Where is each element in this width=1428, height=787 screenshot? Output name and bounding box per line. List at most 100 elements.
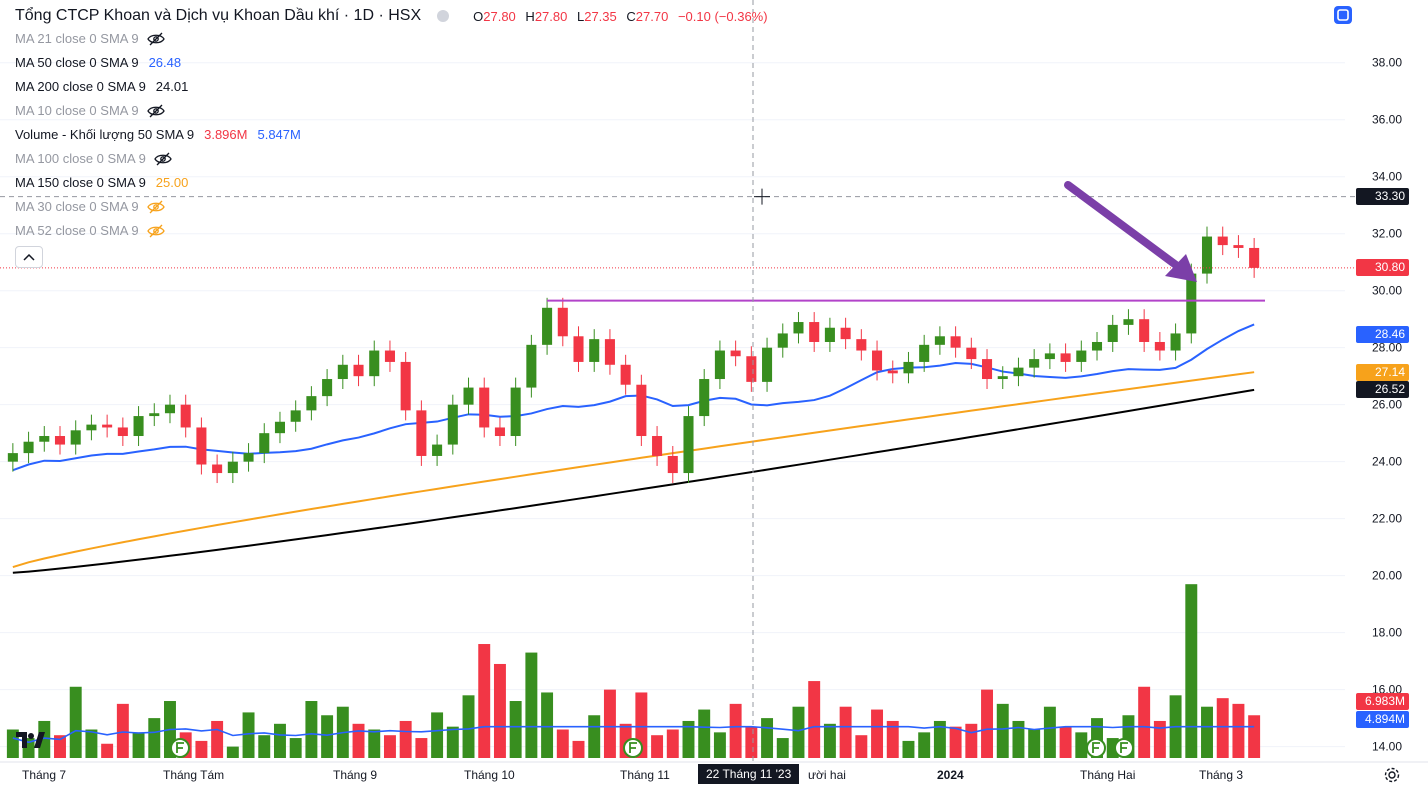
volume-bar	[1106, 738, 1119, 758]
candle-body	[1029, 359, 1040, 368]
volume-bar	[69, 686, 82, 758]
volume-bar	[289, 738, 302, 758]
volume-bar	[1248, 715, 1261, 758]
candle-body	[54, 436, 66, 445]
volume-bar	[431, 712, 444, 758]
eye-off-icon[interactable]	[146, 32, 165, 46]
indicator-row[interactable]: MA 50 close 0 SMA 9 26.48	[15, 51, 768, 75]
indicator-row[interactable]: MA 30 close 0 SMA 9	[15, 195, 768, 219]
eye-off-icon[interactable]	[154, 152, 172, 166]
tradingview-logo-icon[interactable]	[14, 728, 46, 752]
volume-bar	[588, 715, 601, 758]
indicator-value: 5.847M	[257, 127, 301, 142]
volume-bar	[886, 720, 899, 758]
price-tick-label: 30.00	[1372, 284, 1402, 298]
price-tick-label: 22.00	[1372, 512, 1402, 526]
volume-bar	[85, 729, 98, 758]
candle-body	[856, 339, 867, 351]
time-axis-label: Tháng 11	[620, 768, 670, 782]
candle-body	[950, 336, 961, 348]
candle-body	[1076, 350, 1087, 362]
price-tick-label: 20.00	[1372, 569, 1402, 583]
volume-bar	[305, 701, 318, 758]
collapse-legend-button[interactable]	[15, 246, 43, 268]
indicator-row[interactable]: Volume - Khối lượng 50 SMA 9 3.896M 5.847M	[15, 123, 768, 147]
volume-bar	[273, 723, 286, 758]
volume-bar	[541, 692, 554, 758]
indicator-row[interactable]: MA 200 close 0 SMA 9 24.01	[15, 75, 768, 99]
price-tag: 33.30	[1356, 188, 1409, 206]
indicator-name: MA 30 close 0 SMA 9	[15, 199, 139, 214]
volume-bar	[682, 720, 695, 758]
candle-body	[369, 350, 380, 377]
volume-ma-line	[12, 725, 1255, 744]
candle-body	[997, 376, 1008, 380]
candle-body	[636, 384, 647, 437]
candle-body	[447, 404, 458, 445]
volume-bar	[1043, 706, 1056, 758]
candle-body	[934, 336, 945, 345]
volume-bar	[1012, 720, 1025, 758]
eye-off-icon[interactable]	[146, 200, 165, 214]
time-axis-label: Tháng Tám	[163, 768, 225, 782]
indicator-row[interactable]: MA 150 close 0 SMA 9 25.00	[15, 171, 768, 195]
candle-body	[463, 387, 474, 405]
candle-body	[337, 364, 348, 380]
indicator-row[interactable]: MA 52 close 0 SMA 9	[15, 219, 768, 243]
volume-bar	[729, 703, 742, 758]
symbol-title[interactable]: Tổng CTCP Khoan và Dịch vụ Khoan Dầu khí…	[15, 7, 422, 24]
candle-body	[117, 427, 128, 437]
candle-body	[86, 424, 97, 431]
dividend-f-icon	[1120, 742, 1128, 753]
volume-bar	[462, 695, 475, 758]
annotation-arrow-head	[1165, 254, 1197, 282]
candle-body	[919, 344, 930, 362]
time-axis-label: Tháng Hai	[1080, 768, 1136, 782]
candle-body	[604, 339, 615, 365]
candle-body	[667, 455, 678, 474]
candle-body	[762, 347, 773, 382]
candle-body	[384, 350, 395, 362]
close-value: 27.70	[635, 8, 669, 24]
volume-bar	[321, 715, 334, 758]
candle-body	[259, 433, 270, 454]
time-axis-label: Tháng 3	[1199, 768, 1244, 782]
candle-body	[840, 327, 851, 340]
candle-body	[714, 350, 725, 380]
volume-bar	[1185, 584, 1198, 758]
volume-bar	[965, 723, 978, 758]
price-tag: 30.80	[1356, 259, 1409, 277]
volume-bar	[226, 746, 239, 758]
gear-icon[interactable]	[1383, 766, 1401, 784]
candle-body	[793, 322, 804, 334]
candle-body	[1013, 367, 1024, 377]
volume-bar	[556, 729, 569, 758]
candle-body	[400, 361, 411, 411]
candle-body	[542, 307, 553, 345]
candle-body	[699, 379, 710, 417]
candle-body	[982, 359, 993, 380]
volume-bar	[383, 735, 396, 758]
indicator-row[interactable]: MA 100 close 0 SMA 9	[15, 147, 768, 171]
price-tick-label: 18.00	[1372, 626, 1402, 640]
candle-body	[683, 416, 694, 474]
candle-body	[353, 364, 364, 377]
fullscreen-button[interactable]	[1334, 6, 1352, 24]
candle-body	[149, 413, 160, 417]
volume-bar	[1059, 726, 1072, 758]
indicator-row[interactable]: MA 10 close 0 SMA 9	[15, 99, 768, 123]
high-value: 27.80	[534, 8, 568, 24]
candle-body	[196, 427, 207, 465]
dividend-f-icon	[1092, 742, 1100, 753]
indicator-row[interactable]: MA 21 close 0 SMA 9	[15, 27, 768, 51]
volume-bar	[22, 738, 35, 758]
eye-off-icon[interactable]	[146, 104, 165, 118]
volume-bar	[446, 726, 459, 758]
volume-bar	[902, 740, 915, 758]
volume-tag: 6.983M	[1356, 693, 1409, 710]
volume-bar	[509, 701, 522, 758]
eye-off-icon[interactable]	[146, 224, 165, 238]
volume-bar	[101, 743, 114, 758]
indicator-name: MA 100 close 0 SMA 9	[15, 151, 146, 166]
